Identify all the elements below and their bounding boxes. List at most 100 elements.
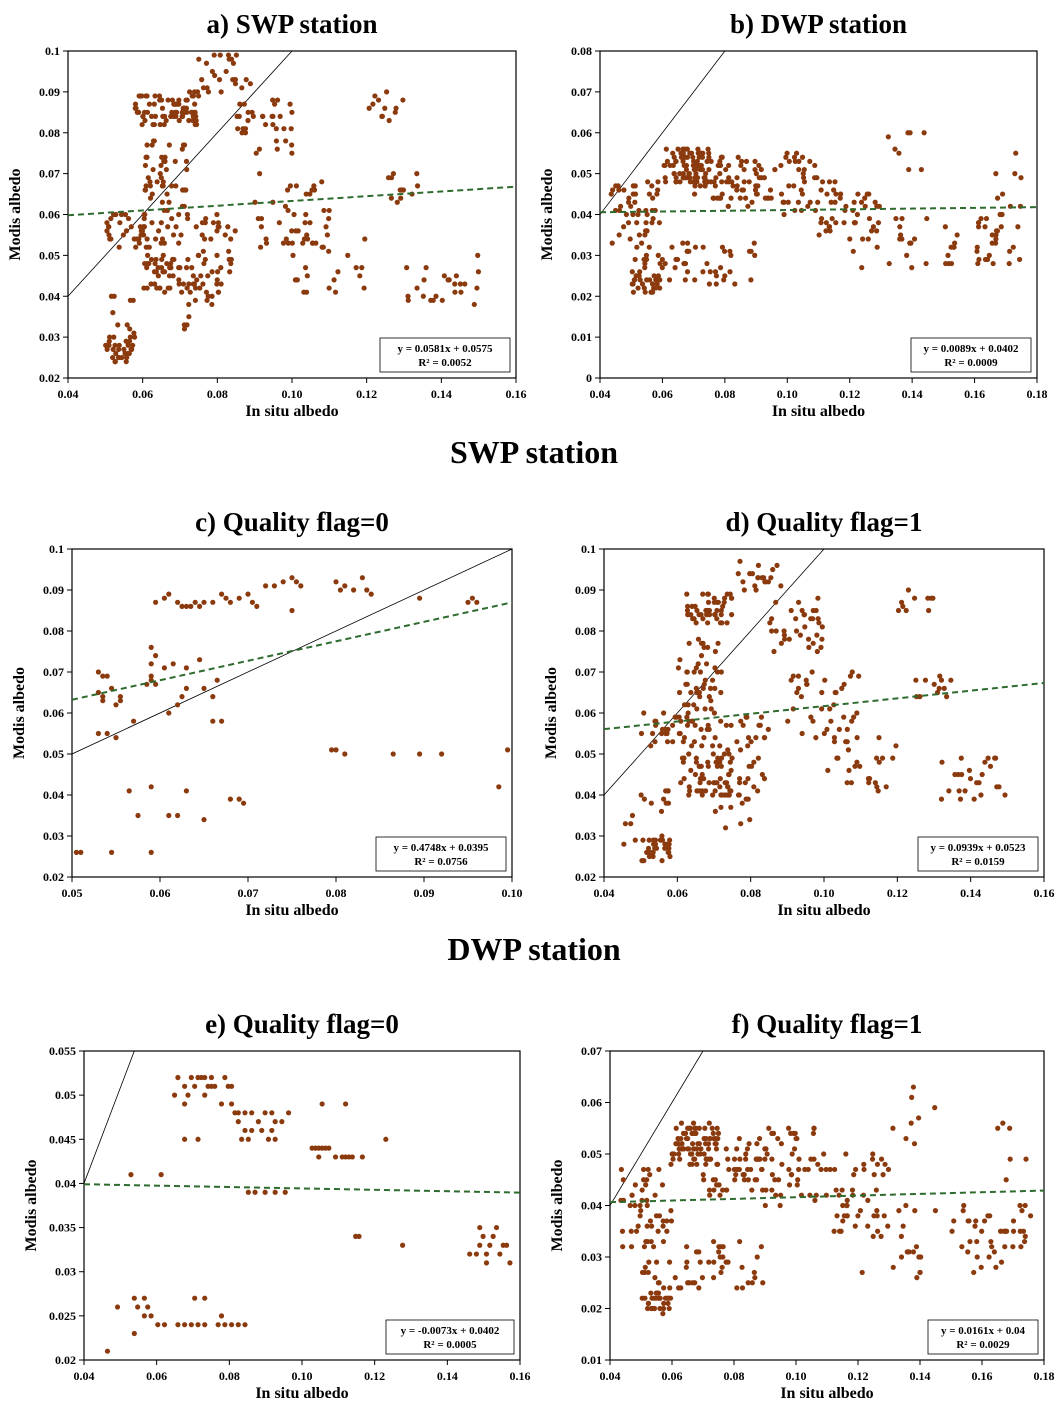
data-point <box>186 301 192 308</box>
data-point <box>861 1161 867 1167</box>
data-point <box>225 52 232 58</box>
data-point <box>755 788 761 794</box>
data-point <box>727 269 733 275</box>
data-point <box>788 1172 794 1178</box>
data-point <box>796 1156 802 1162</box>
data-point <box>302 265 309 271</box>
x-tick-label: 0.14 <box>910 1369 931 1383</box>
data-point <box>813 735 819 741</box>
data-point <box>743 796 749 802</box>
data-point <box>788 607 794 614</box>
data-point <box>621 224 627 230</box>
data-point <box>710 743 716 749</box>
data-point <box>865 1223 871 1229</box>
data-point <box>924 215 930 222</box>
data-point <box>608 191 614 197</box>
data-point <box>637 277 643 283</box>
data-point <box>635 285 641 291</box>
data-point <box>748 739 754 745</box>
data-point <box>205 273 211 279</box>
data-point <box>200 85 207 91</box>
data-point <box>644 1223 650 1229</box>
data-point <box>682 1130 689 1136</box>
data-point <box>628 1244 635 1250</box>
data-point <box>655 252 661 258</box>
data-point <box>734 1285 740 1291</box>
data-point <box>170 256 176 263</box>
data-point <box>239 85 245 91</box>
data-point <box>643 252 650 258</box>
data-point <box>855 191 861 197</box>
data-point <box>796 166 802 173</box>
data-point <box>696 788 702 794</box>
data-point <box>1023 1156 1029 1162</box>
data-point <box>685 1125 691 1131</box>
data-point <box>702 183 708 189</box>
data-point <box>681 735 688 741</box>
data-point <box>175 1074 181 1081</box>
data-point <box>232 77 238 83</box>
data-point <box>110 354 116 361</box>
data-point <box>786 158 792 164</box>
data-point <box>245 1189 251 1195</box>
data-point <box>909 265 915 271</box>
data-point <box>984 256 991 263</box>
data-point <box>669 244 675 250</box>
data-point <box>688 612 694 618</box>
data-point <box>696 1285 702 1291</box>
data-point <box>656 1166 662 1173</box>
data-point <box>716 1249 722 1255</box>
data-point <box>711 179 717 185</box>
data-point <box>457 281 463 287</box>
data-point <box>616 232 622 238</box>
data-point <box>114 1304 121 1310</box>
data-point <box>209 301 215 308</box>
data-point <box>170 661 176 667</box>
data-point <box>279 1119 285 1125</box>
data-point <box>706 150 712 156</box>
data-point <box>230 60 237 66</box>
data-point <box>712 648 719 655</box>
data-point <box>359 1154 365 1160</box>
data-point <box>793 150 800 156</box>
data-point <box>800 175 807 181</box>
data-point <box>645 1269 651 1276</box>
data-point <box>642 289 648 295</box>
data-point <box>155 1322 161 1328</box>
data-point <box>816 620 822 626</box>
data-point <box>737 1156 743 1162</box>
data-point <box>729 612 735 618</box>
data-point <box>849 669 855 675</box>
data-point <box>356 1233 362 1239</box>
data-point <box>725 771 732 778</box>
x-tick-label: 0.10 <box>292 1369 313 1383</box>
data-point <box>379 113 385 119</box>
data-point <box>858 199 865 205</box>
r-squared-text: R² = 0.0029 <box>956 1339 1010 1351</box>
data-point <box>841 681 847 687</box>
plot-area <box>599 50 1038 379</box>
data-point <box>795 1177 801 1183</box>
equation-box <box>375 836 507 872</box>
data-point <box>150 166 156 173</box>
data-point <box>703 607 709 614</box>
data-point <box>332 289 339 295</box>
data-point <box>142 117 148 124</box>
data-point <box>156 93 163 99</box>
data-point <box>676 1141 682 1147</box>
data-point <box>326 215 332 222</box>
data-point <box>758 166 764 173</box>
data-point <box>625 220 632 226</box>
data-point <box>890 1264 896 1270</box>
data-point <box>739 800 745 806</box>
data-point <box>713 759 719 765</box>
data-point <box>642 1295 648 1301</box>
data-point <box>758 714 765 720</box>
data-point <box>497 1251 503 1257</box>
data-point <box>665 800 672 806</box>
data-point <box>949 1228 955 1234</box>
data-point <box>708 698 714 704</box>
x-tick-label: 0.18 <box>1027 387 1048 401</box>
data-point <box>420 293 426 299</box>
data-point <box>704 158 710 164</box>
